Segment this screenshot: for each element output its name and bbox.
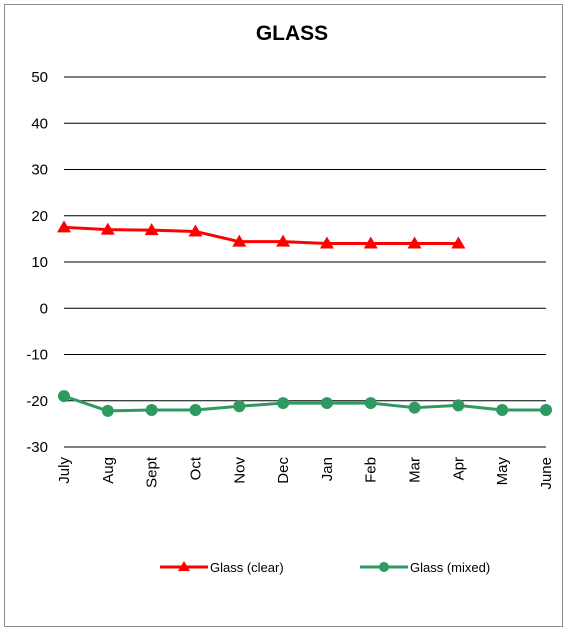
x-tick-label: Jan [319,457,336,481]
data-point [188,224,203,237]
y-tick-label: -10 [26,347,48,364]
data-point [145,404,158,416]
data-point [540,404,552,416]
x-tick-label: Aug [100,457,117,484]
x-tick-label: June [538,457,555,490]
x-tick-label: Oct [187,456,204,480]
data-point [364,397,377,410]
data-point [57,220,71,233]
data-point [363,236,378,249]
legend-item-0: Glass (clear) [160,560,284,575]
data-point [408,401,421,414]
x-tick-label: May [494,457,511,486]
data-point [100,222,115,235]
series-0 [57,220,466,249]
data-point [58,390,70,403]
data-point [319,236,334,249]
series-line [63,225,459,245]
series-line [63,394,546,413]
x-tick-label: Feb [363,457,380,483]
series-layer [57,220,552,417]
data-point [277,397,290,410]
y-tick-label: 40 [31,115,48,132]
y-tick-label: 50 [31,69,48,86]
x-tick-label: Sept [144,456,161,488]
legend-marker [178,561,190,571]
legend-label: Glass (clear) [210,560,284,575]
data-point [276,234,291,247]
x-tick-label: July [56,457,73,484]
data-point [496,404,509,416]
series-1 [58,390,552,417]
data-point [144,223,159,236]
y-tick-label: 30 [31,162,48,179]
y-tick-label: 0 [40,300,48,317]
data-point [452,399,465,412]
x-tick-label: Mar [407,457,424,483]
x-tick-label: Nov [231,457,248,484]
chart-frame [4,4,563,627]
y-tick-label: 10 [31,254,48,271]
x-tick-label: Dec [275,457,292,484]
data-point [189,404,202,416]
y-tick-label: 20 [31,208,48,225]
data-point [407,236,422,249]
x-axis-ticks: July Aug Sept Oct Nov Dec Jan Feb Mar Apr May June [56,456,555,489]
y-axis-ticks: 50 40 30 20 10 0 -10 -20 -30 [26,69,48,456]
legend-label: Glass (mixed) [410,560,490,575]
data-point [233,400,246,413]
x-tick-label: Apr [450,457,467,480]
data-point [451,236,466,249]
y-tick-label: -20 [26,393,48,410]
legend-marker [379,562,389,572]
legend-item-1: Glass (mixed) [360,560,490,575]
data-point [232,234,247,247]
data-point [320,397,333,410]
chart-title: GLASS [256,22,328,45]
data-point [101,404,114,417]
legend: Glass (clear) Glass (mixed) [160,560,490,575]
gridlines [64,76,546,448]
y-tick-label: -30 [26,439,48,456]
